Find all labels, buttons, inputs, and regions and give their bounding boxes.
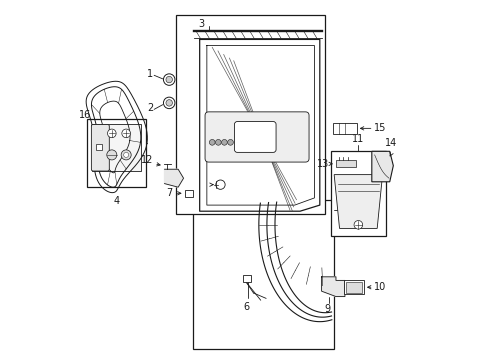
FancyBboxPatch shape — [91, 125, 109, 171]
Circle shape — [209, 139, 215, 145]
Circle shape — [163, 97, 175, 109]
Text: 11: 11 — [351, 134, 364, 144]
Circle shape — [106, 150, 117, 160]
Bar — [344, 280, 363, 294]
Circle shape — [163, 74, 175, 85]
Bar — [92, 125, 140, 171]
Polygon shape — [333, 175, 382, 228]
Text: 13: 13 — [316, 159, 328, 169]
Circle shape — [215, 180, 224, 189]
Text: 5: 5 — [349, 206, 356, 216]
Bar — [86, 119, 145, 187]
Bar — [96, 144, 102, 150]
Text: 6: 6 — [243, 302, 249, 312]
Circle shape — [221, 139, 227, 145]
Text: 10: 10 — [373, 282, 386, 292]
Text: 8: 8 — [216, 180, 223, 190]
Text: 9: 9 — [323, 304, 329, 314]
Text: 16: 16 — [79, 111, 91, 121]
Bar — [242, 275, 250, 282]
Text: 15: 15 — [373, 123, 386, 133]
Bar — [330, 151, 386, 235]
Circle shape — [353, 221, 362, 229]
FancyBboxPatch shape — [204, 112, 308, 162]
Text: 14: 14 — [385, 138, 397, 148]
Polygon shape — [164, 169, 183, 187]
Bar — [335, 160, 355, 167]
Polygon shape — [371, 151, 392, 182]
Text: 4: 4 — [113, 196, 119, 206]
Bar — [176, 15, 325, 214]
Bar — [333, 123, 356, 134]
Circle shape — [121, 150, 131, 160]
Bar — [192, 200, 333, 348]
Circle shape — [165, 76, 172, 83]
Bar — [184, 190, 192, 197]
Bar — [345, 282, 362, 293]
Circle shape — [107, 129, 116, 138]
Text: 1: 1 — [146, 69, 153, 79]
Text: 3: 3 — [198, 19, 204, 29]
Circle shape — [122, 129, 130, 138]
Circle shape — [165, 100, 172, 106]
Text: 2: 2 — [146, 103, 153, 113]
Circle shape — [123, 152, 128, 157]
Text: 12: 12 — [141, 155, 153, 165]
Circle shape — [227, 139, 233, 145]
Text: 7: 7 — [165, 188, 172, 198]
Polygon shape — [321, 277, 344, 297]
FancyBboxPatch shape — [234, 122, 276, 152]
Circle shape — [215, 139, 221, 145]
